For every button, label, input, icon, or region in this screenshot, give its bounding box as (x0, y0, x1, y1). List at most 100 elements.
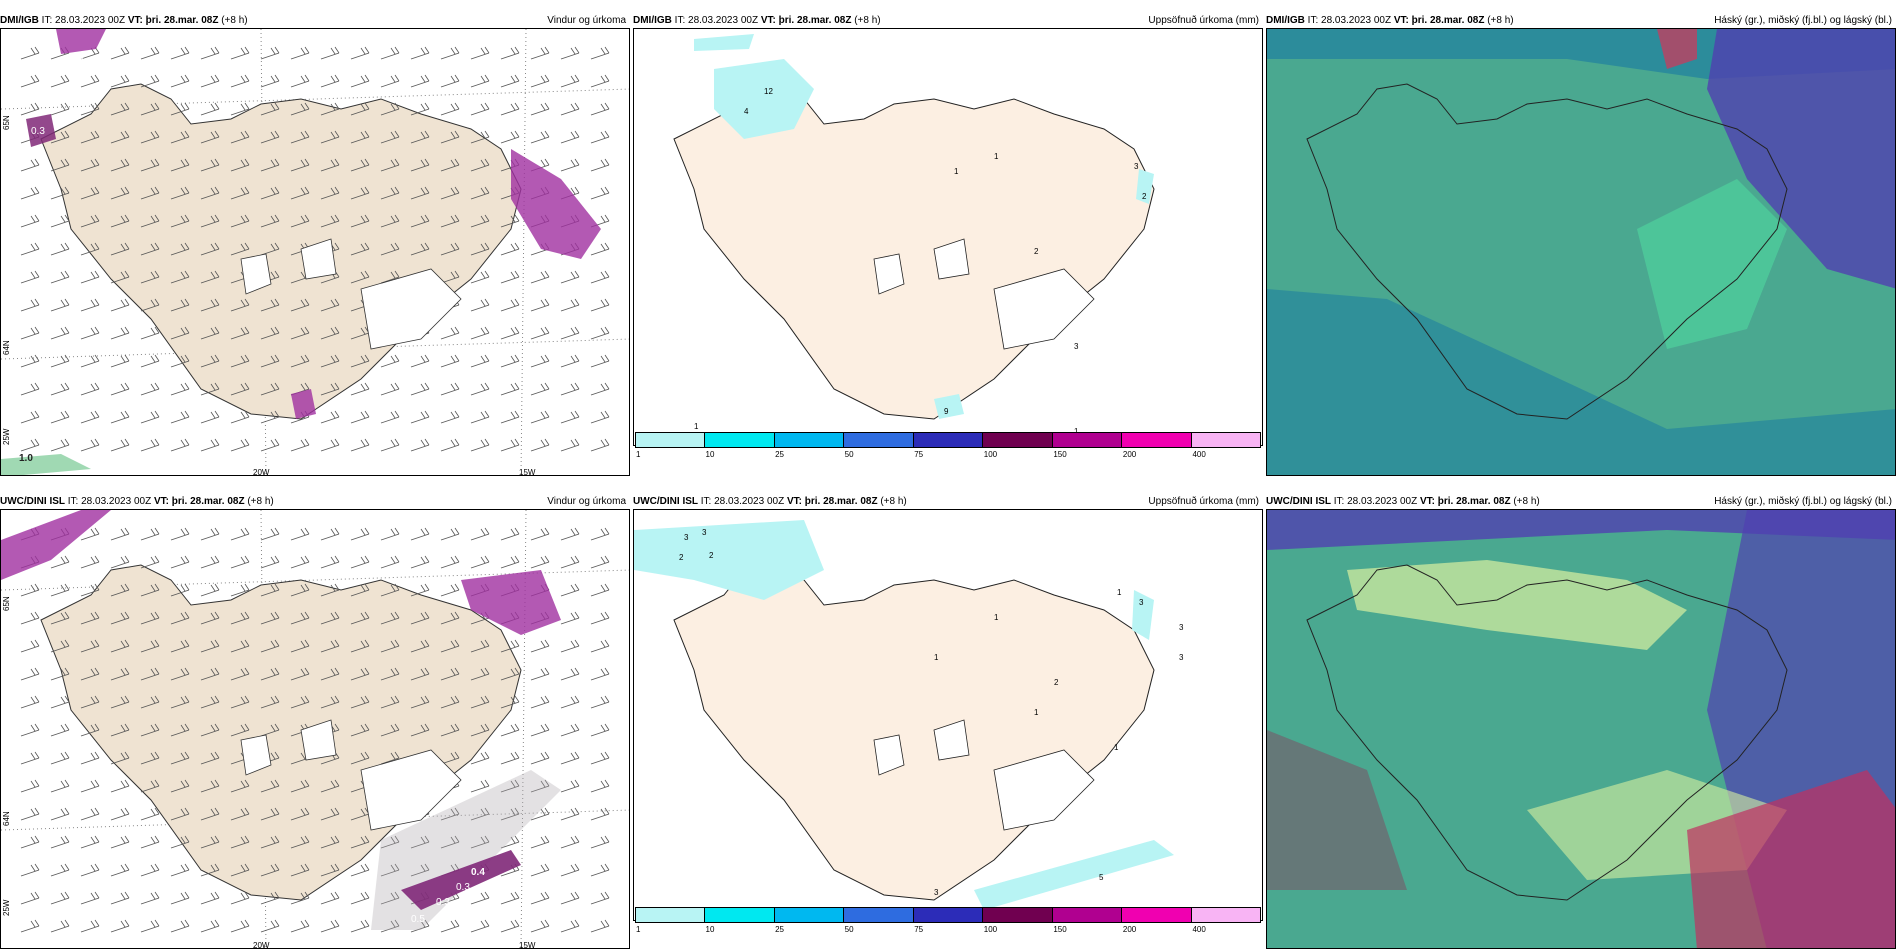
wind-barb (470, 438, 490, 452)
wind-barb (50, 270, 70, 284)
wind-barb (50, 779, 70, 793)
wind-barb (500, 382, 520, 396)
wind-barb (470, 186, 490, 200)
wind-barb (350, 242, 370, 256)
wind-barb (170, 102, 190, 116)
wind-barb (470, 667, 490, 681)
precip-area (934, 394, 964, 419)
value-label: 0.3 (456, 882, 470, 893)
wind-barb (560, 835, 580, 849)
model-source: DMI/IGB (1266, 15, 1305, 26)
value-label: 0.3 (436, 897, 450, 908)
panel-title: UWC/DINI ISL IT: 28.03.2023 00Z VT: þri.… (1266, 495, 1896, 509)
wind-barb (20, 639, 40, 653)
wind-barb (200, 74, 220, 88)
wind-barb (470, 919, 490, 933)
wind-barb (260, 102, 280, 116)
wind-barb (500, 214, 520, 228)
wind-barb (560, 583, 580, 597)
wind-barb (590, 779, 610, 793)
colorbar-tick-label: 50 (844, 925, 854, 934)
wind-barb (500, 639, 520, 653)
wind-barb (80, 835, 100, 849)
lat-label: 64N (2, 340, 11, 355)
wind-barb (260, 919, 280, 933)
wind-barb (110, 270, 130, 284)
cloud-map-canvas (1267, 510, 1895, 948)
wind-barb (560, 919, 580, 933)
wind-barb (350, 891, 370, 905)
wind-barb (380, 891, 400, 905)
wind-barb (380, 555, 400, 569)
cloud-layer (1267, 289, 1895, 475)
wind-barb (560, 438, 580, 452)
wind-barb (470, 270, 490, 284)
wind-barb (80, 779, 100, 793)
wind-barb (20, 242, 40, 256)
wind-barb (200, 863, 220, 877)
panel-dmi-precip: DMI/IGB IT: 28.03.2023 00Z VT: þri. 28.m… (633, 14, 1263, 462)
colorbar-tick-label: 25 (775, 925, 785, 934)
wind-barb (500, 695, 520, 709)
wind-barb (80, 639, 100, 653)
wind-barb (470, 102, 490, 116)
wind-barb (80, 270, 100, 284)
panel-title: DMI/IGB IT: 28.03.2023 00Z VT: þri. 28.m… (0, 14, 630, 28)
value-label: 3 (1179, 623, 1184, 632)
wind-barb (290, 583, 310, 597)
wind-barb (470, 74, 490, 88)
wind-barb (560, 158, 580, 172)
wind-barb (530, 555, 550, 569)
wind-barb (440, 354, 460, 368)
wind-barb (380, 583, 400, 597)
wind-barb (470, 382, 490, 396)
wind-barb (200, 102, 220, 116)
wind-barb (140, 298, 160, 312)
wind-barb (170, 611, 190, 625)
wind-barb (500, 527, 520, 541)
wind-barb (110, 438, 130, 452)
wind-barb (20, 102, 40, 116)
wind-barb (590, 74, 610, 88)
wind-barb (470, 835, 490, 849)
wind-barb (170, 438, 190, 452)
wind-barb (80, 214, 100, 228)
lon-label: 20W (253, 941, 270, 949)
model-source: UWC/DINI ISL (1266, 496, 1331, 507)
wind-barb (530, 639, 550, 653)
colorbar-tick-label: 100 (983, 450, 998, 459)
wind-barb (170, 835, 190, 849)
wind-barb (170, 354, 190, 368)
precip-map: 3 3 2 2 1 1 2 1 1 3 3 3 5 3 1 (633, 509, 1263, 921)
precip-area (694, 34, 754, 51)
wind-barb (380, 639, 400, 653)
wind-barb (380, 695, 400, 709)
wind-barb (380, 354, 400, 368)
wind-barb (110, 186, 130, 200)
wind-barb (200, 382, 220, 396)
value-label: 3 (702, 528, 707, 537)
value-label: 1 (1034, 708, 1039, 717)
wind-barb (440, 919, 460, 933)
wind-barb (290, 555, 310, 569)
wind-barb (530, 751, 550, 765)
wind-barb (170, 186, 190, 200)
wind-barb (110, 74, 130, 88)
wind-barb (440, 214, 460, 228)
wind-barb (260, 158, 280, 172)
wind-barb (140, 382, 160, 396)
wind-barb (560, 807, 580, 821)
wind-barb (170, 46, 190, 60)
wind-barb (110, 611, 130, 625)
wind-barb (110, 863, 130, 877)
wind-barb (50, 807, 70, 821)
wind-barb (320, 382, 340, 396)
wind-barb (170, 555, 190, 569)
wind-barb (230, 438, 250, 452)
wind-barb (350, 382, 370, 396)
wind-barb (500, 242, 520, 256)
wind-barb (320, 130, 340, 144)
cloud-map-canvas (1267, 29, 1895, 475)
wind-barb (350, 102, 370, 116)
wind-barb (320, 46, 340, 60)
